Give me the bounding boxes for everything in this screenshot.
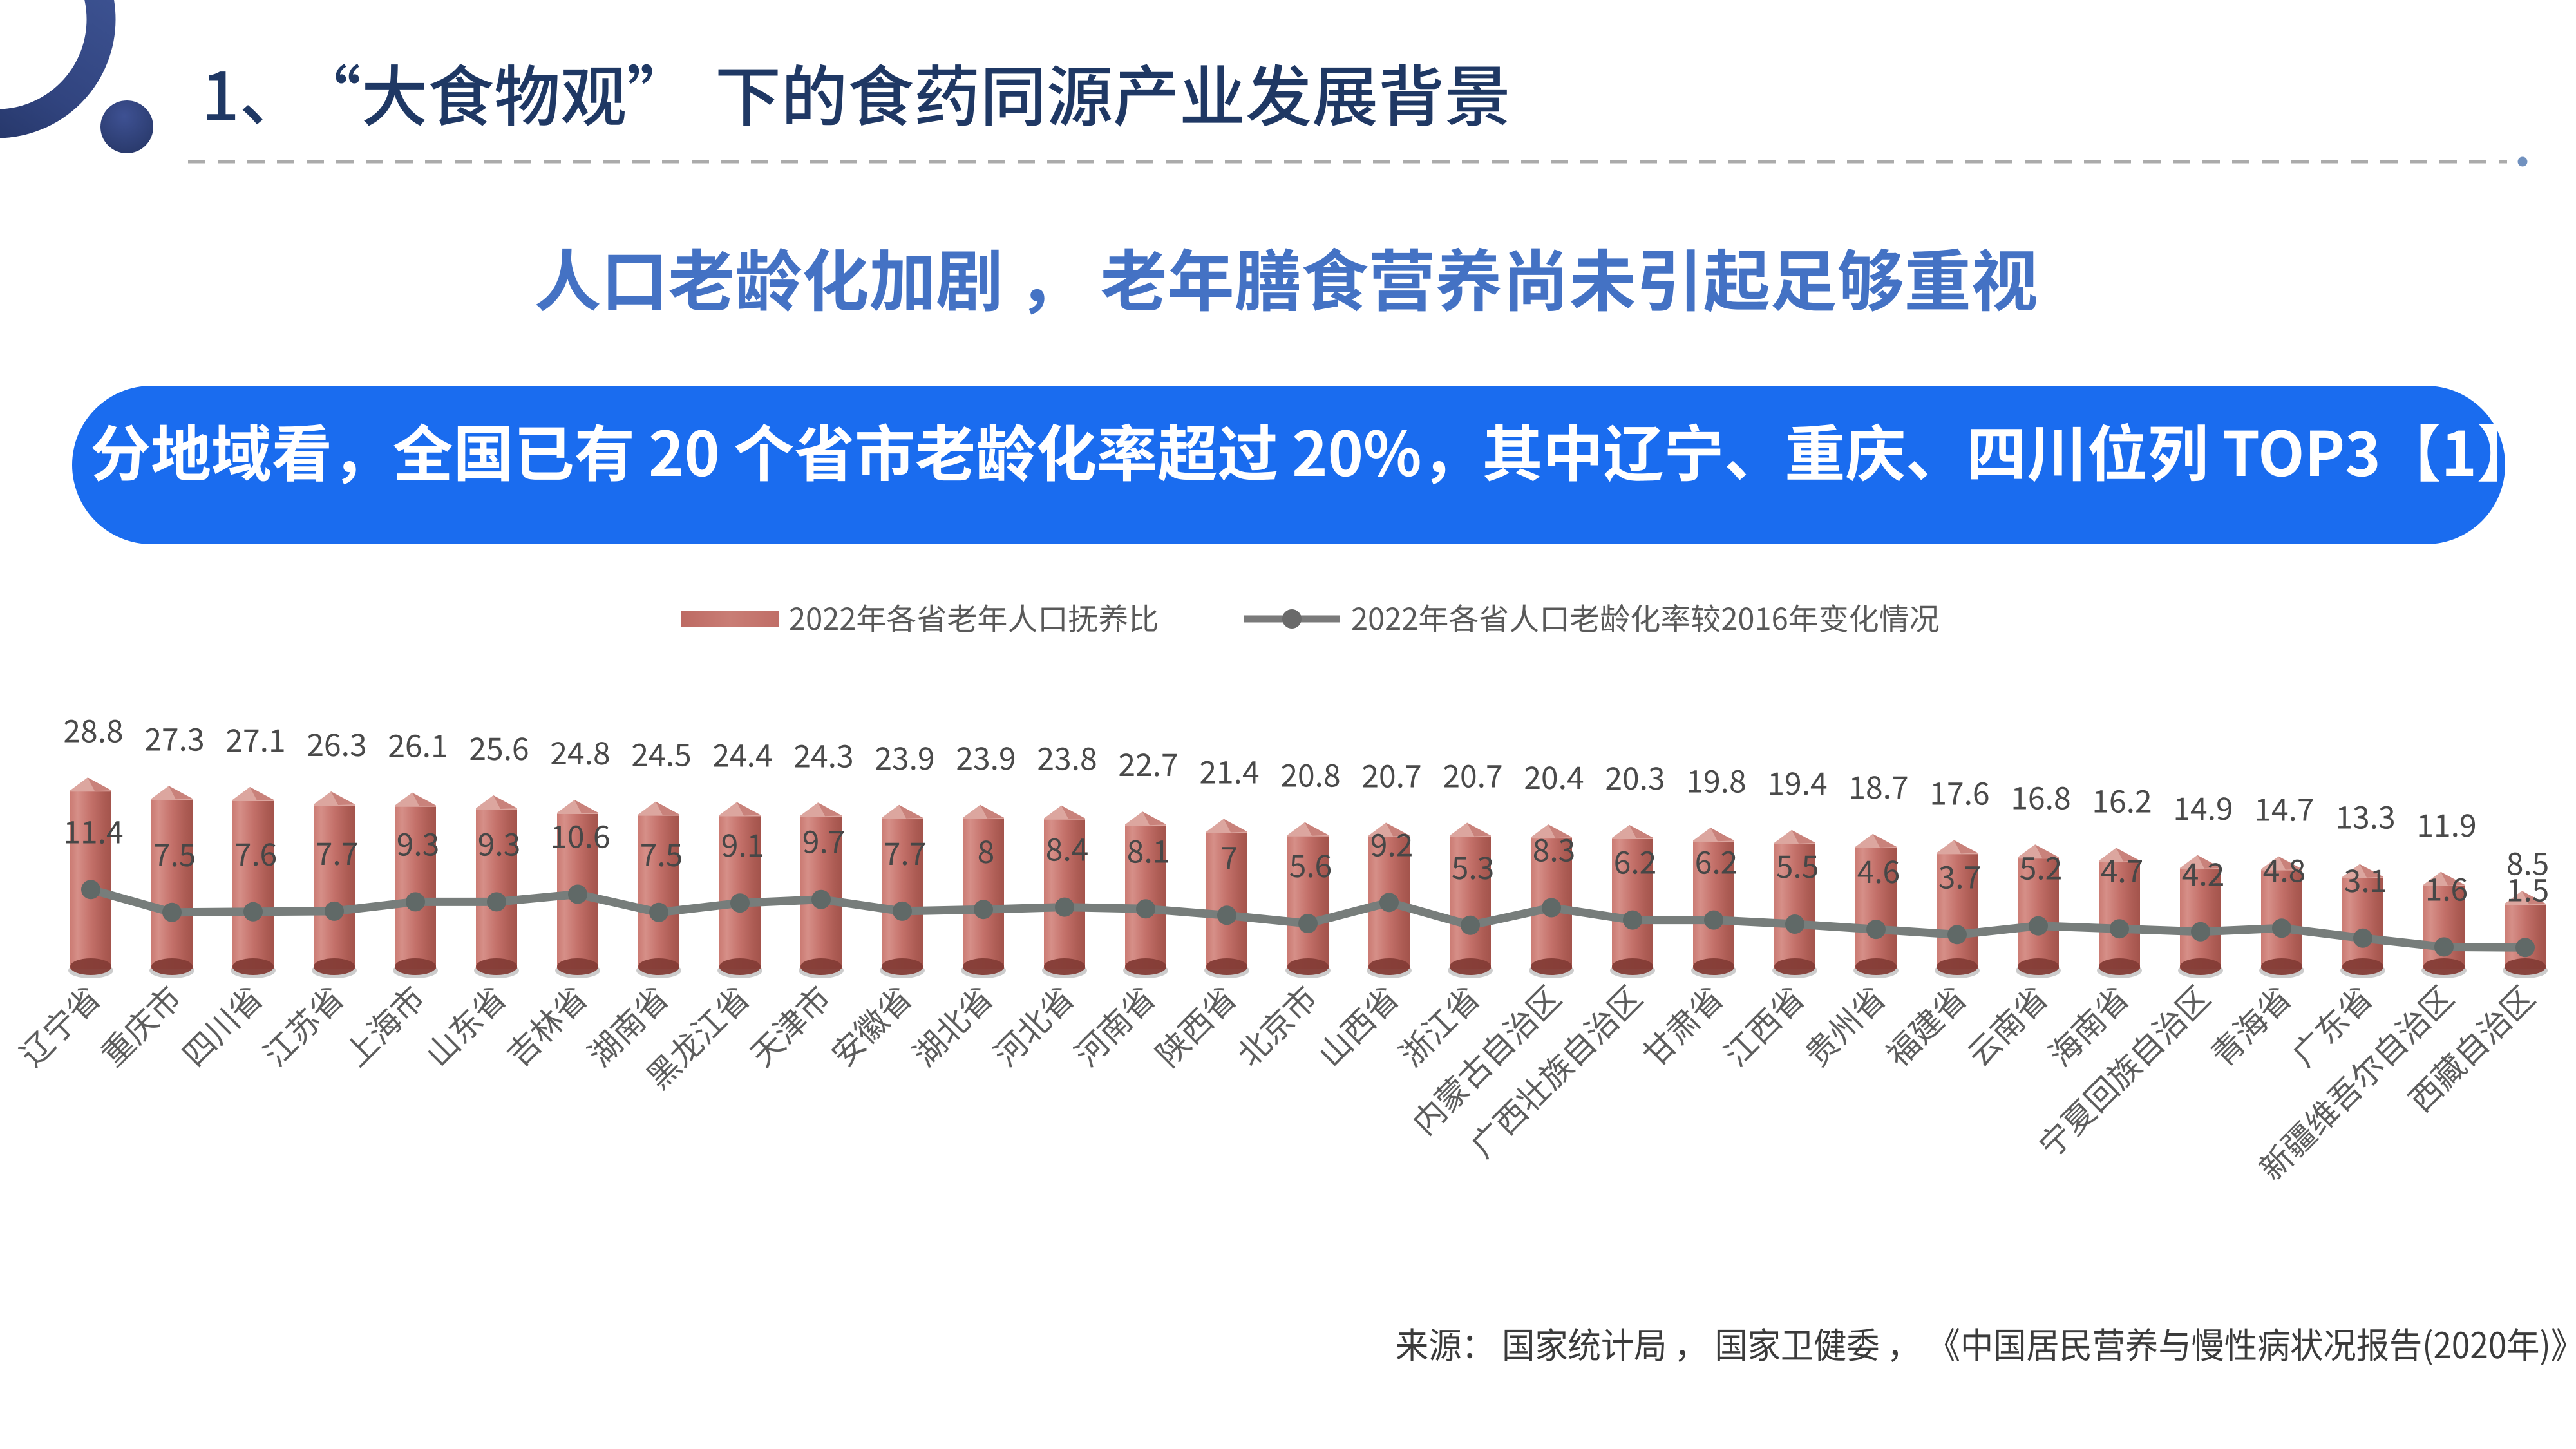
svg-text:7.7: 7.7	[316, 829, 359, 874]
svg-text:7.5: 7.5	[640, 830, 683, 875]
svg-text:28.8: 28.8	[63, 706, 123, 751]
svg-text:8: 8	[978, 827, 995, 872]
svg-text:18.7: 18.7	[1848, 762, 1908, 808]
svg-text:人口老龄化加剧 ， 老年膳食营养尚未引起足够重视: 人口老龄化加剧 ， 老年膳食营养尚未引起足够重视	[534, 227, 2038, 325]
svg-text:4.7: 4.7	[2101, 846, 2144, 891]
svg-text:22.7: 22.7	[1118, 740, 1178, 785]
svg-text:9.3: 9.3	[397, 819, 440, 864]
svg-text:24.3: 24.3	[793, 731, 853, 776]
svg-text:23.8: 23.8	[1037, 734, 1097, 779]
svg-text:25.6: 25.6	[469, 724, 529, 769]
svg-text:16.8: 16.8	[2011, 773, 2070, 818]
svg-text:10.6: 10.6	[550, 812, 610, 857]
svg-text:9.3: 9.3	[478, 819, 521, 864]
svg-text:2022年各省人口老龄化率较2016年变化情况: 2022年各省人口老龄化率较2016年变化情况	[1351, 594, 1940, 639]
svg-text:9.1: 9.1	[721, 820, 764, 866]
svg-text:24.8: 24.8	[550, 728, 610, 773]
svg-text:5.5: 5.5	[1776, 842, 1819, 887]
svg-text:27.3: 27.3	[144, 714, 204, 759]
svg-text:19.4: 19.4	[1767, 759, 1827, 804]
svg-text:2022年各省老年人口抚养比: 2022年各省老年人口抚养比	[789, 594, 1159, 639]
svg-text:下的食药同源产业发展背景: 下的食药同源产业发展背景	[715, 44, 1511, 140]
svg-text:26.3: 26.3	[307, 720, 366, 765]
svg-text:24.5: 24.5	[631, 730, 691, 775]
svg-text:分地域看，全国已有 20 个省市老龄化率超过 20%，其中辽: 分地域看，全国已有 20 个省市老龄化率超过 20%，其中辽宁、重庆、四川位列 …	[90, 406, 2537, 494]
svg-text:20.7: 20.7	[1361, 752, 1421, 797]
svg-text:26.1: 26.1	[388, 721, 448, 766]
svg-text:来源： 国家统计局 ， 国家卫健委 ， 《中国居民营养与慢性: 来源： 国家统计局 ， 国家卫健委 ， 《中国居民营养与慢性病状况报告(2020…	[1396, 1317, 2576, 1368]
svg-text:8.4: 8.4	[1046, 825, 1089, 870]
svg-text:3.7: 3.7	[1938, 852, 1982, 897]
svg-text:8.1: 8.1	[1127, 826, 1170, 871]
svg-text:23.9: 23.9	[875, 734, 934, 779]
svg-text:9.7: 9.7	[802, 817, 846, 862]
svg-text:4.6: 4.6	[1857, 847, 1900, 892]
svg-text:7: 7	[1221, 833, 1238, 878]
svg-text:20.4: 20.4	[1524, 753, 1584, 798]
svg-text:14.7: 14.7	[2254, 785, 2314, 830]
svg-text:19.8: 19.8	[1686, 756, 1746, 801]
svg-text:11.4: 11.4	[63, 807, 123, 852]
svg-text:4.2: 4.2	[2182, 849, 2225, 895]
svg-text:17.6: 17.6	[1929, 768, 1989, 813]
svg-text:16.2: 16.2	[2092, 777, 2152, 822]
svg-text:11.9: 11.9	[2416, 800, 2476, 846]
svg-text:1.5: 1.5	[2506, 865, 2550, 910]
svg-text:5.3: 5.3	[1452, 843, 1495, 888]
svg-text:7.7: 7.7	[884, 829, 927, 874]
svg-text:14.9: 14.9	[2173, 784, 2233, 829]
svg-text:8.5: 8.5	[2506, 838, 2550, 884]
svg-text:5.2: 5.2	[2020, 844, 2063, 889]
svg-text:“大食物观”: “大食物观”	[295, 44, 693, 140]
svg-text:8.3: 8.3	[1533, 826, 1576, 871]
svg-text:6.2: 6.2	[1614, 838, 1657, 883]
svg-text:9.2: 9.2	[1370, 820, 1414, 865]
svg-text:6.2: 6.2	[1695, 838, 1738, 883]
svg-text:27.1: 27.1	[225, 715, 285, 761]
svg-text:13.3: 13.3	[2335, 793, 2395, 838]
svg-text:5.6: 5.6	[1289, 841, 1332, 886]
svg-text:24.4: 24.4	[712, 731, 772, 776]
svg-text:1.6: 1.6	[2425, 864, 2468, 909]
svg-text:7.5: 7.5	[153, 830, 196, 875]
svg-text:21.4: 21.4	[1199, 748, 1259, 793]
svg-text:20.3: 20.3	[1605, 753, 1665, 799]
svg-text:1、: 1、	[202, 44, 306, 140]
svg-text:3.1: 3.1	[2344, 856, 2387, 901]
svg-text:20.7: 20.7	[1443, 752, 1502, 797]
svg-text:7.6: 7.6	[234, 829, 278, 875]
svg-text:23.9: 23.9	[956, 734, 1016, 779]
svg-text:4.8: 4.8	[2263, 846, 2306, 891]
svg-text:20.8: 20.8	[1280, 751, 1340, 796]
